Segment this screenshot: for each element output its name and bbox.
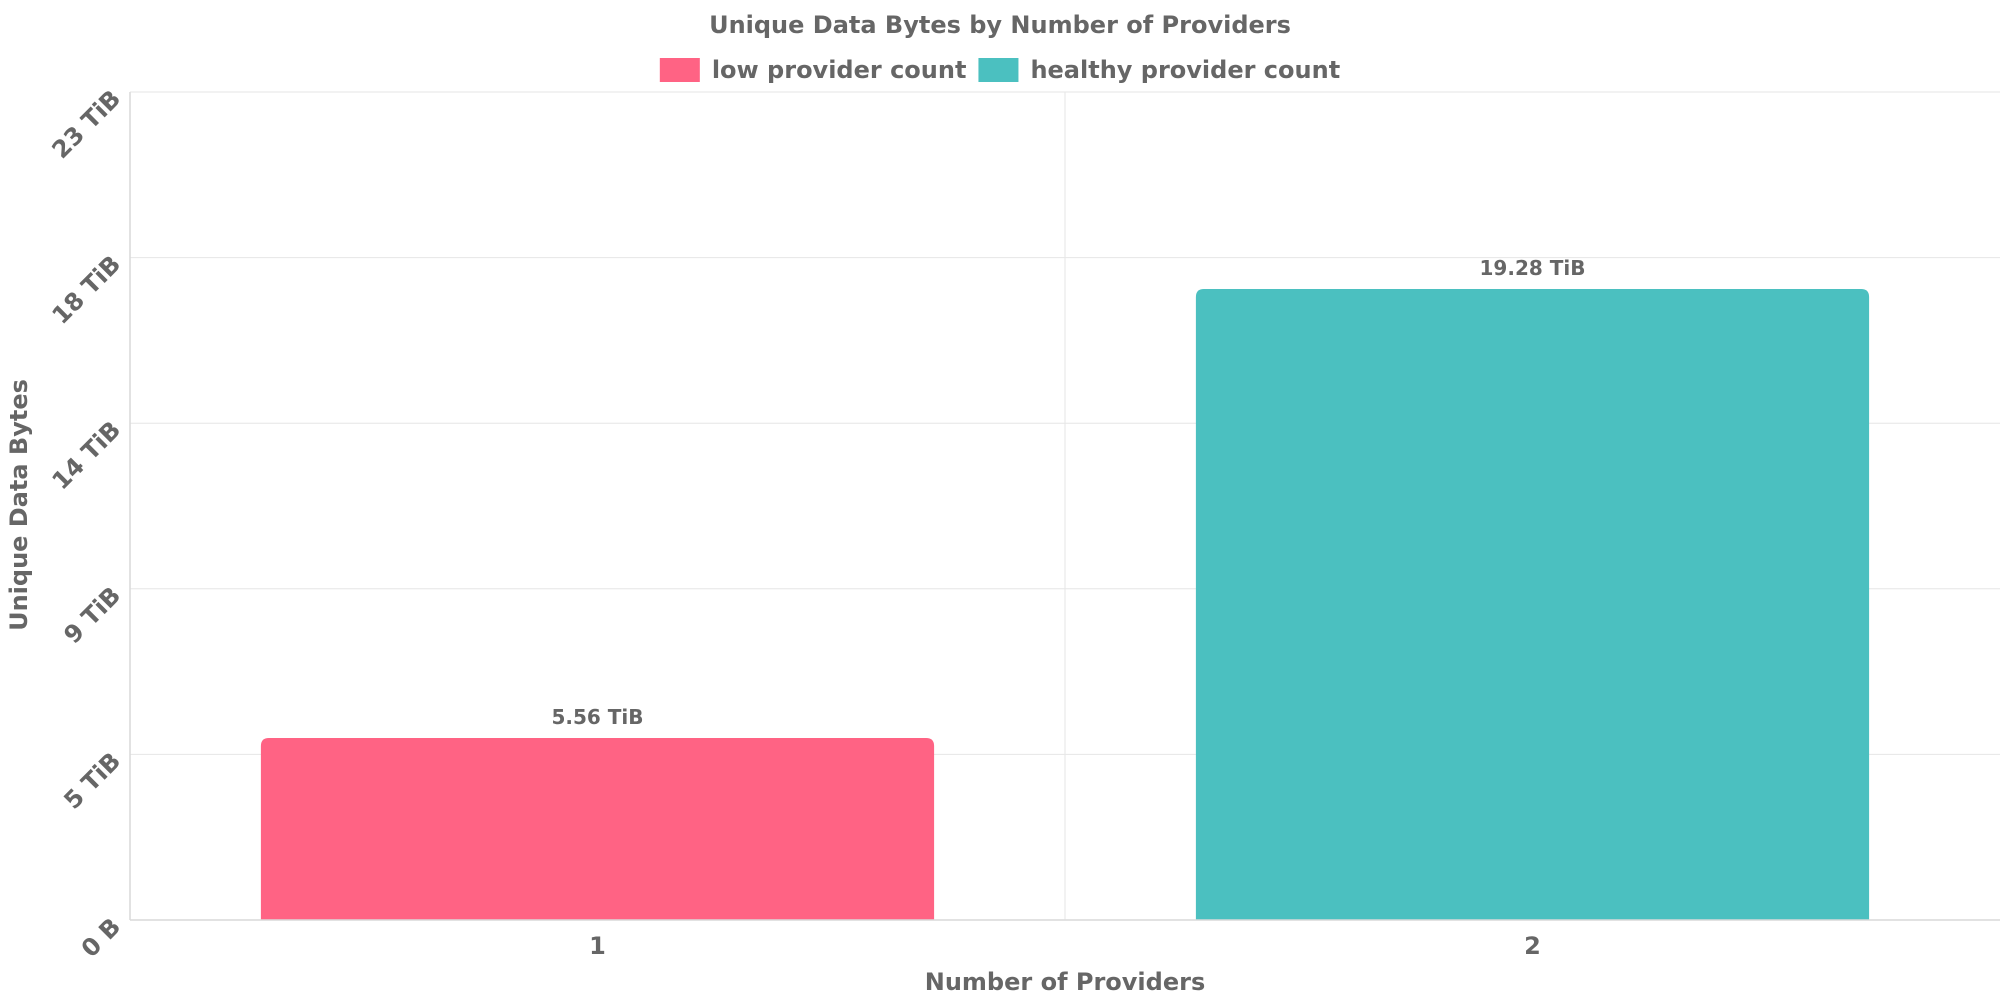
data-label-1: 5.56 TiB — [551, 705, 643, 729]
x-tick-label-2: 2 — [1524, 932, 1541, 960]
legend-item[interactable]: healthy provider count — [978, 56, 1340, 84]
legend-swatch — [978, 58, 1019, 82]
legend-label: healthy provider count — [1030, 56, 1340, 84]
legend-item[interactable]: low provider count — [659, 56, 967, 84]
chart-title: Unique Data Bytes by Number of Providers — [709, 11, 1291, 39]
legend-label: low provider count — [712, 56, 967, 84]
y-axis-title: Unique Data Bytes — [5, 379, 33, 631]
bar-1 — [260, 738, 935, 920]
x-tick-label-1: 1 — [589, 932, 606, 960]
x-axis-title: Number of Providers — [925, 968, 1205, 996]
y-tick-label: 18 TiB — [47, 250, 127, 330]
y-tick-label: 5 TiB — [58, 747, 126, 815]
legend-swatch — [659, 58, 700, 82]
y-tick-label: 23 TiB — [47, 84, 127, 164]
y-tick-label: 0 B — [76, 912, 126, 962]
bar-2 — [1195, 289, 1870, 920]
data-label-2: 19.28 TiB — [1480, 256, 1586, 280]
legend: low provider count healthy provider count — [659, 56, 1340, 84]
y-tick-label: 14 TiB — [47, 416, 127, 496]
y-tick-label: 9 TiB — [58, 581, 126, 649]
bars: 5.56 TiB 19.28 TiB — [260, 256, 1870, 920]
